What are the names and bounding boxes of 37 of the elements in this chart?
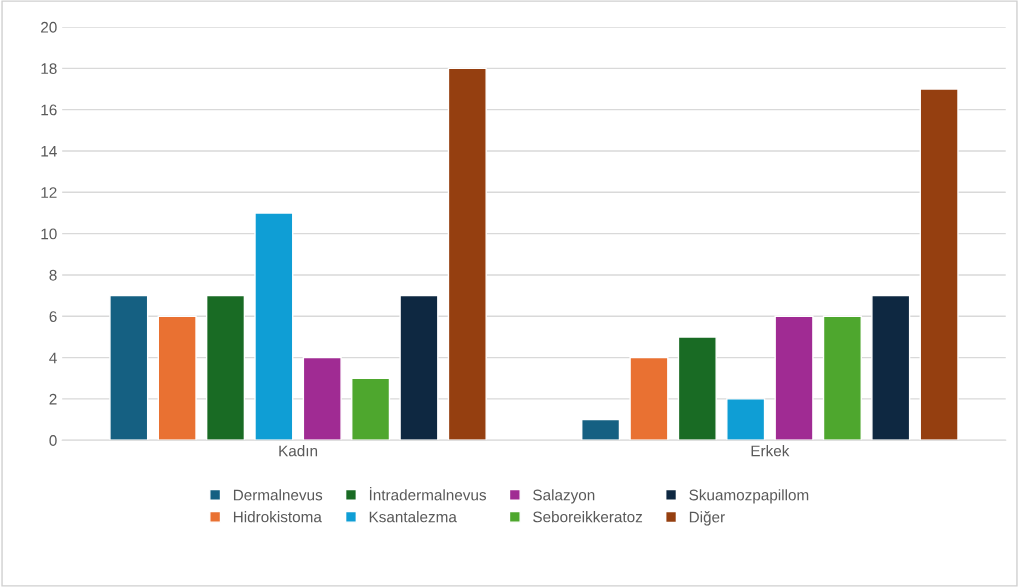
y-tick-label: 18 xyxy=(41,63,57,75)
bar xyxy=(774,315,814,441)
x-tick-label: Kadın xyxy=(279,445,318,457)
bar xyxy=(871,294,911,441)
x-tick-label: Erkek xyxy=(751,445,790,457)
y-tick-label: 12 xyxy=(41,187,57,198)
legend-label: Diğer xyxy=(689,511,725,526)
bar xyxy=(447,67,487,441)
bar xyxy=(677,336,717,441)
legend-label: İntradermalnevus xyxy=(369,487,487,501)
y-tick-label: 14 xyxy=(41,146,57,157)
legend-label: Seboreikkeratoz xyxy=(533,511,643,523)
bar xyxy=(351,377,391,441)
y-tick-label: 4 xyxy=(49,352,57,364)
y-tick-label: 20 xyxy=(41,21,57,33)
y-tick-label: 10 xyxy=(41,228,57,240)
bar xyxy=(109,294,149,441)
bar xyxy=(822,315,862,441)
y-tick-label: 6 xyxy=(49,311,57,322)
bar xyxy=(254,212,294,441)
bar xyxy=(581,418,621,441)
y-tick-label: 0 xyxy=(49,435,57,446)
bar xyxy=(302,356,342,441)
legend-label: Skuamozpapillom xyxy=(689,489,809,504)
bar xyxy=(629,356,669,441)
y-tick-label: 8 xyxy=(49,269,57,281)
bar xyxy=(726,398,766,441)
legend-label: Hidrokistoma xyxy=(233,511,322,523)
legend-label: Ksantalezma xyxy=(369,511,457,523)
legend-label: Dermalnevus xyxy=(233,489,323,501)
bar xyxy=(205,294,246,441)
bar xyxy=(919,88,959,441)
y-tick-label: 16 xyxy=(41,104,57,116)
bar xyxy=(399,294,439,441)
y-tick-label: 2 xyxy=(49,393,57,405)
bar xyxy=(157,315,197,441)
legend-label: Salazyon xyxy=(533,489,595,504)
